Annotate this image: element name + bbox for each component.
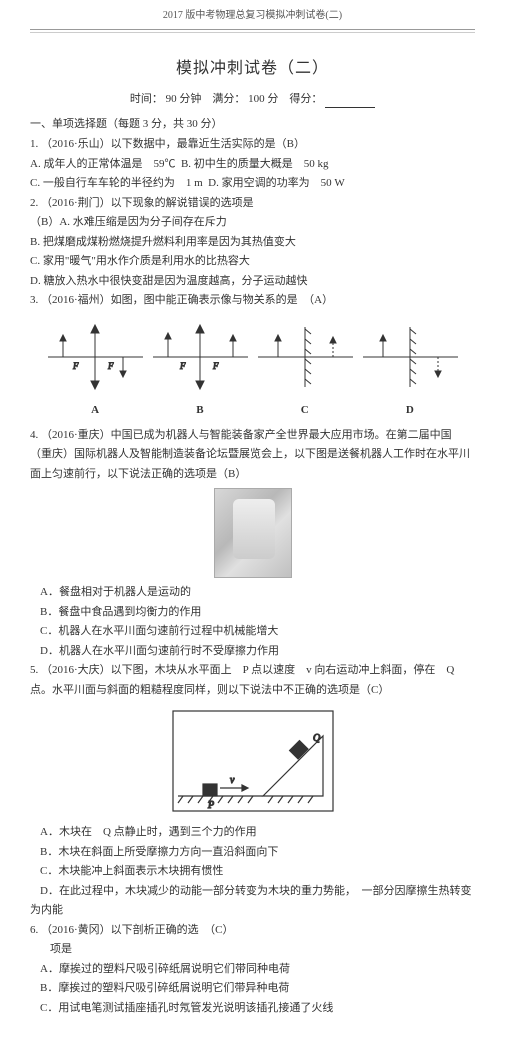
q3-label-d: D <box>406 402 414 419</box>
incline-diagram: P v Q <box>30 706 475 816</box>
q1-a: A. 成年人的正常体温是 59℃ B. 初中生的质量大概是 50 kg <box>30 156 475 173</box>
q1-c-text: C. 一般自行车车轮的半径约为 1 m <box>30 177 203 189</box>
q3-labels: A B C D <box>43 402 463 419</box>
q6-b: B．摩挨过的塑料尺吸引碎纸屑说明它们带异种电荷 <box>30 980 475 997</box>
got-label: 得分： <box>289 93 322 105</box>
q4-stem1: 4. （2016·重庆）中国已成为机器人与智能装备家产全世界最大应用市场。在第二… <box>30 427 475 444</box>
svg-text:F: F <box>179 361 186 371</box>
q4-d: D．机器人在水平川面匀速前行时不受摩擦力作用 <box>30 643 475 660</box>
q2-a: （B）A. 水难压缩是因为分子间存在斥力 <box>30 214 475 231</box>
score-unit: 分 <box>267 93 278 105</box>
q1-a-text: A. 成年人的正常体温是 59℃ <box>30 158 175 170</box>
q4-c: C．机器人在水平川面匀速前行过程中机械能增大 <box>30 623 475 640</box>
svg-text:Q: Q <box>313 733 321 744</box>
q3-label-c: C <box>301 402 309 419</box>
score-label: 满分： <box>212 93 245 105</box>
q6-c: C．用试电笔测试插座插孔时氖管发光说明该插孔接通了火线 <box>30 1000 475 1017</box>
optics-diagram: F F F F <box>30 317 475 419</box>
q4-b: B．餐盘中食品遇到均衡力的作用 <box>30 604 475 621</box>
q1-b-text: B. 初中生的质量大概是 50 kg <box>181 158 329 170</box>
q5-d2: 为内能 <box>30 902 475 919</box>
q4-a: A．餐盘相对于机器人是运动的 <box>30 584 475 601</box>
q5-c: C．木块能冲上斜面表示木块拥有惯性 <box>30 863 475 880</box>
q1-c: C. 一般自行车车轮的半径约为 1 m D. 家用空调的功率为 50 W <box>30 175 475 192</box>
q6-sub: 项是 <box>30 941 475 958</box>
svg-text:P: P <box>207 800 214 811</box>
q4-stem3: 面上匀速前行，以下说法正确的选项是（B） <box>30 466 475 483</box>
meta-line: 时间： 90 分钟 满分： 100 分 得分： <box>30 91 475 108</box>
svg-text:F: F <box>72 361 79 371</box>
q2-c: C. 家用"暖气"用水作介质是利用水的比热容大 <box>30 253 475 270</box>
q3-label-a: A <box>91 402 99 419</box>
page-header: 2017 版中考物理总复习模拟冲刺试卷(二) <box>30 8 475 23</box>
q5-a: A．木块在 Q 点静止时，遇到三个力的作用 <box>30 824 475 841</box>
q3-stem: 3. （2016·福州）如图，图中能正确表示像与物关系的是 （A） <box>30 292 475 309</box>
q6-stem: 6. （2016·黄冈）以下剖析正确的选 （C） <box>30 922 475 939</box>
svg-text:v: v <box>230 775 235 786</box>
q5-d1: D．在此过程中，木块减少的动能一部分转变为木块的重力势能， 一部分因摩擦生热转变 <box>30 883 475 900</box>
rule-top <box>30 29 475 30</box>
q4-stem2: （重庆）国际机器人及智能制造装备论坛暨展览会上，以下图是送餐机器人工作时在水平川 <box>30 446 475 463</box>
q1-d-text: D. 家用空调的功率为 50 W <box>208 177 345 189</box>
score-blank <box>325 96 375 108</box>
robot-photo <box>214 488 292 578</box>
svg-text:F: F <box>212 361 219 371</box>
section-1-head: 一、单项选择题（每题 3 分，共 30 分） <box>30 116 475 133</box>
q1-stem: 1. （2016·乐山）以下数据中，最靠近生活实际的是（B） <box>30 136 475 153</box>
q5-stem2: 点。水平川面与斜面的粗糙程度同样，则以下说法中不正确的选项是（C） <box>30 682 475 699</box>
rule-top-2 <box>30 32 475 33</box>
q5-b: B．木块在斜面上所受摩擦力方向一直沿斜面向下 <box>30 844 475 861</box>
q3-label-b: B <box>196 402 203 419</box>
q2-d: D. 糖放入热水中很快变甜是因为温度越高，分子运动越快 <box>30 273 475 290</box>
time-label: 时间： <box>130 93 163 105</box>
q5-stem1: 5. （2016·大庆）以下图，木块从水平面上 P 点以速度 v 向右运动冲上斜… <box>30 662 475 679</box>
q2-b: B. 把煤磨成煤粉燃烧提升燃料利用率是因为其热值变大 <box>30 234 475 251</box>
score-val: 100 <box>248 93 265 105</box>
time-val: 90 分钟 <box>166 93 202 105</box>
q2-stem: 2. （2016·荆门）以下现象的解说错误的选项是 <box>30 195 475 212</box>
doc-title: 模拟冲刺试卷（二） <box>30 57 475 81</box>
svg-text:F: F <box>107 361 114 371</box>
q6-a: A．摩挨过的塑料尺吸引碎纸屑说明它们带同种电荷 <box>30 961 475 978</box>
